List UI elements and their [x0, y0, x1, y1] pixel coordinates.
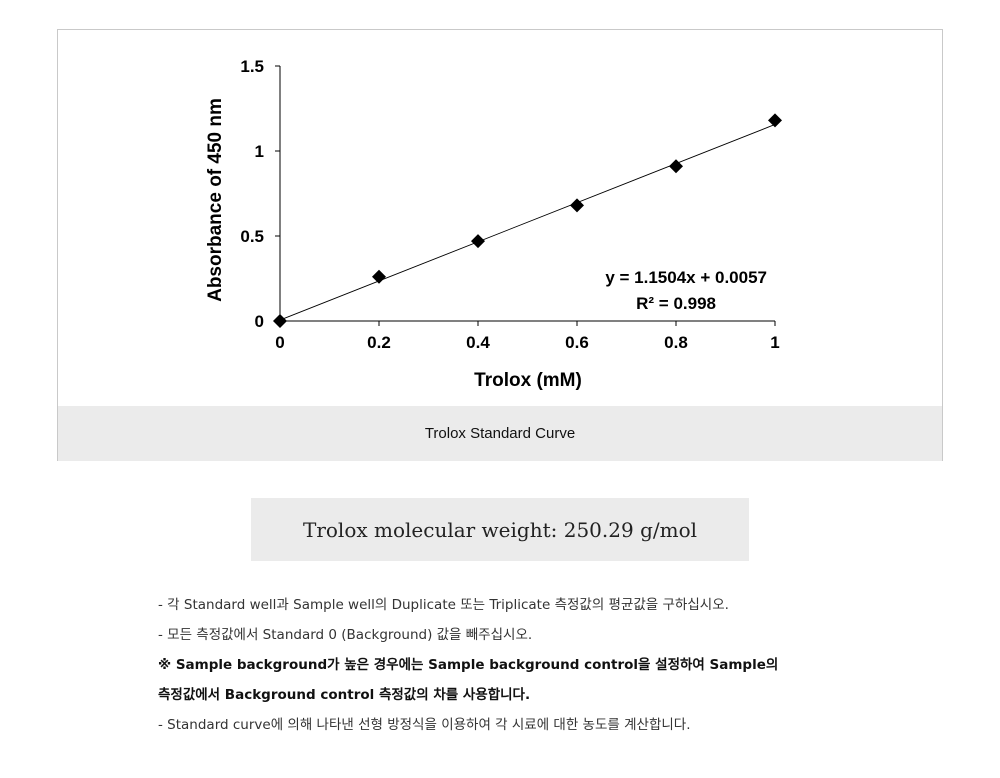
y-tick-label: 1.5	[240, 57, 264, 76]
chart-axes	[279, 66, 775, 322]
x-tick-label: 0	[275, 333, 284, 352]
x-axis-title: Trolox (mM)	[474, 370, 582, 391]
trendline-equation: y = 1.1504x + 0.0057	[605, 268, 767, 287]
data-point	[570, 198, 584, 213]
trendline	[279, 124, 776, 321]
y-tick-label: 0	[255, 312, 264, 331]
trendline-r2: R² = 0.998	[636, 294, 716, 313]
y-tick-label: 1	[255, 142, 264, 161]
chart-points	[273, 113, 782, 328]
chart-figure: 0 0.2 0.4 0.6 0.8 1 0 0.5 1 1.5 Trolox (mM) Absor…	[57, 29, 943, 461]
y-tick-label: 0.5	[240, 227, 264, 246]
note-line: - 각 Standard well과 Sample well의 Duplicat…	[158, 597, 729, 613]
x-tick-label: 0.8	[664, 333, 688, 352]
chart-ticks: 0 0.2 0.4 0.6 0.8 1 0 0.5 1 1.5	[240, 57, 779, 352]
note-line: ※ Sample background가 높은 경우에는 Sample back…	[158, 657, 779, 673]
chart-plot: 0 0.2 0.4 0.6 0.8 1 0 0.5 1 1.5 Trolox (mM) Absor…	[205, 57, 782, 391]
figure-caption: Trolox Standard Curve	[58, 406, 942, 461]
note-line: 측정값에서 Background control 측정값의 차를 사용합니다.	[158, 687, 531, 703]
x-tick-label: 0.2	[367, 333, 391, 352]
chart-trendline-layer	[279, 124, 776, 321]
data-point	[273, 314, 287, 328]
x-tick-label: 0.6	[565, 333, 589, 352]
note-line: - 모든 측정값에서 Standard 0 (Background) 값을 빼주…	[158, 627, 533, 643]
data-point	[669, 159, 683, 174]
instruction-notes: - 각 Standard well과 Sample well의 Duplicat…	[158, 590, 948, 740]
data-point	[768, 113, 782, 128]
x-tick-label: 1	[770, 333, 779, 352]
note-line: - Standard curve에 의해 나타낸 선형 방정식을 이용하여 각 …	[158, 717, 691, 733]
molecular-weight-box: Trolox molecular weight: 250.29 g/mol	[251, 498, 749, 561]
data-point	[471, 234, 485, 249]
y-axis-title: Absorbance of 450 nm	[205, 98, 226, 302]
data-point	[372, 269, 386, 284]
x-tick-label: 0.4	[466, 333, 490, 352]
